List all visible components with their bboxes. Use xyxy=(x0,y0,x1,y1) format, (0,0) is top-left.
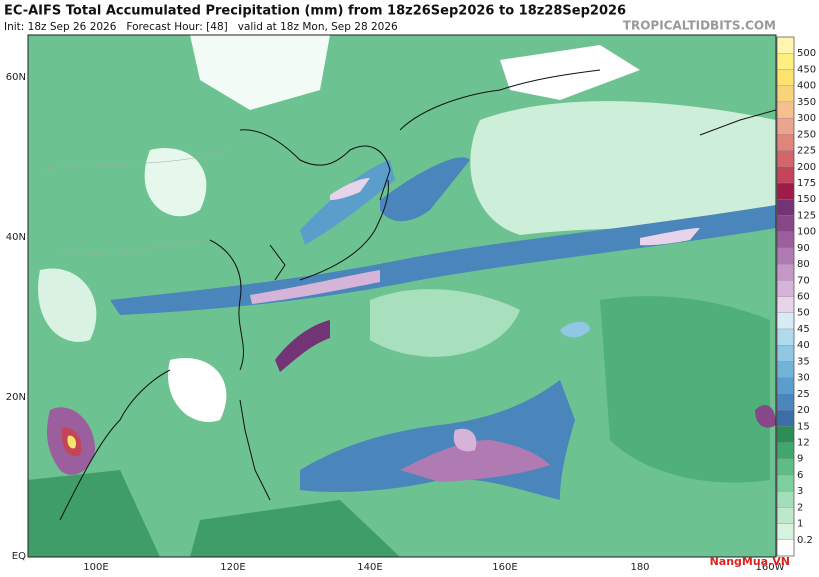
colorbar-swatch xyxy=(776,101,795,119)
colorbar-label: 9 xyxy=(797,454,803,465)
colorbar-label: 30 xyxy=(797,373,810,384)
colorbar-swatch xyxy=(776,377,795,394)
colorbar-label: 175 xyxy=(797,178,816,189)
colorbar-label: 25 xyxy=(797,389,810,400)
map-frame xyxy=(27,34,777,558)
colorbar-label: 35 xyxy=(797,356,810,367)
colorbar-label: 2 xyxy=(797,502,803,513)
colorbar-swatch xyxy=(776,182,795,200)
map xyxy=(27,34,777,558)
colorbar-frame xyxy=(776,36,795,557)
colorbar-swatch xyxy=(776,296,795,313)
colorbar-label: 400 xyxy=(797,81,816,92)
colorbar-label: 150 xyxy=(797,194,816,205)
colorbar-label: 1 xyxy=(797,519,803,530)
colorbar-swatch xyxy=(776,361,795,378)
colorbar-swatch xyxy=(776,85,795,103)
watermark: NangMua.VN xyxy=(710,555,790,568)
colorbar-label: 100 xyxy=(797,227,816,238)
subtitle: Init: 18z Sep 26 2026 Forecast Hour: [48… xyxy=(4,21,398,33)
colorbar-swatch xyxy=(776,345,795,362)
colorbar-swatch xyxy=(776,409,795,427)
colorbar-label: 50 xyxy=(797,308,810,319)
colorbar-swatch xyxy=(776,442,795,459)
colorbar-swatch xyxy=(776,523,795,540)
lat-label: 40N xyxy=(6,232,26,243)
colorbar-swatch xyxy=(776,263,795,281)
title: EC-AIFS Total Accumulated Precipitation … xyxy=(4,4,626,19)
colorbar-label: 0.2 xyxy=(797,535,813,546)
colorbar-label: 60 xyxy=(797,292,810,303)
colorbar-swatch xyxy=(776,280,795,297)
colorbar-label: 3 xyxy=(797,486,803,497)
colorbar-label: 80 xyxy=(797,259,810,270)
colorbar-label: 500 xyxy=(797,48,816,59)
colorbar-label: 125 xyxy=(797,210,816,221)
source: TROPICALTIDBITS.COM xyxy=(623,19,776,33)
colorbar-label: 45 xyxy=(797,324,810,335)
colorbar-swatch xyxy=(776,215,795,232)
colorbar-label: 90 xyxy=(797,243,810,254)
colorbar-swatch xyxy=(776,199,795,216)
colorbar-swatch xyxy=(776,36,795,54)
colorbar-swatch xyxy=(776,69,795,86)
colorbar-swatch xyxy=(776,150,795,167)
colorbar-swatch xyxy=(776,393,795,411)
colorbar-label: 350 xyxy=(797,97,816,108)
colorbar-swatch xyxy=(776,117,795,135)
lon-label: 100E xyxy=(83,562,108,573)
colorbar-swatch xyxy=(776,426,795,443)
colorbar-label: 250 xyxy=(797,129,816,140)
colorbar-label: 6 xyxy=(797,470,803,481)
lon-label: 120E xyxy=(220,562,245,573)
colorbar-swatch xyxy=(776,490,795,508)
lat-label: 20N xyxy=(6,392,26,403)
colorbar-swatch xyxy=(776,231,795,248)
colorbar-swatch xyxy=(776,166,795,184)
lat-label: EQ xyxy=(12,551,26,562)
colorbar-swatch xyxy=(776,134,795,151)
colorbar-swatch xyxy=(776,474,795,492)
colorbar-swatch xyxy=(776,507,795,524)
colorbar-label: 70 xyxy=(797,275,810,286)
colorbar-swatch xyxy=(776,312,795,330)
colorbar-label: 12 xyxy=(797,437,810,448)
colorbar-label: 20 xyxy=(797,405,810,416)
lon-label: 160E xyxy=(492,562,517,573)
colorbar-label: 300 xyxy=(797,113,816,124)
lon-label: 140E xyxy=(357,562,382,573)
colorbar-label: 40 xyxy=(797,340,810,351)
colorbar-label: 15 xyxy=(797,421,810,432)
colorbar-label: 225 xyxy=(797,146,816,157)
lon-label: 180 xyxy=(630,562,649,573)
lon-label: 160W xyxy=(756,562,785,573)
lat-label: 60N xyxy=(6,72,26,83)
colorbar-swatch xyxy=(776,539,795,557)
colorbar-swatch xyxy=(776,247,795,265)
colorbar-label: 450 xyxy=(797,64,816,75)
colorbar-swatch xyxy=(776,53,795,70)
colorbar-swatch xyxy=(776,458,795,476)
colorbar-swatch xyxy=(776,328,795,346)
colorbar-label: 200 xyxy=(797,162,816,173)
